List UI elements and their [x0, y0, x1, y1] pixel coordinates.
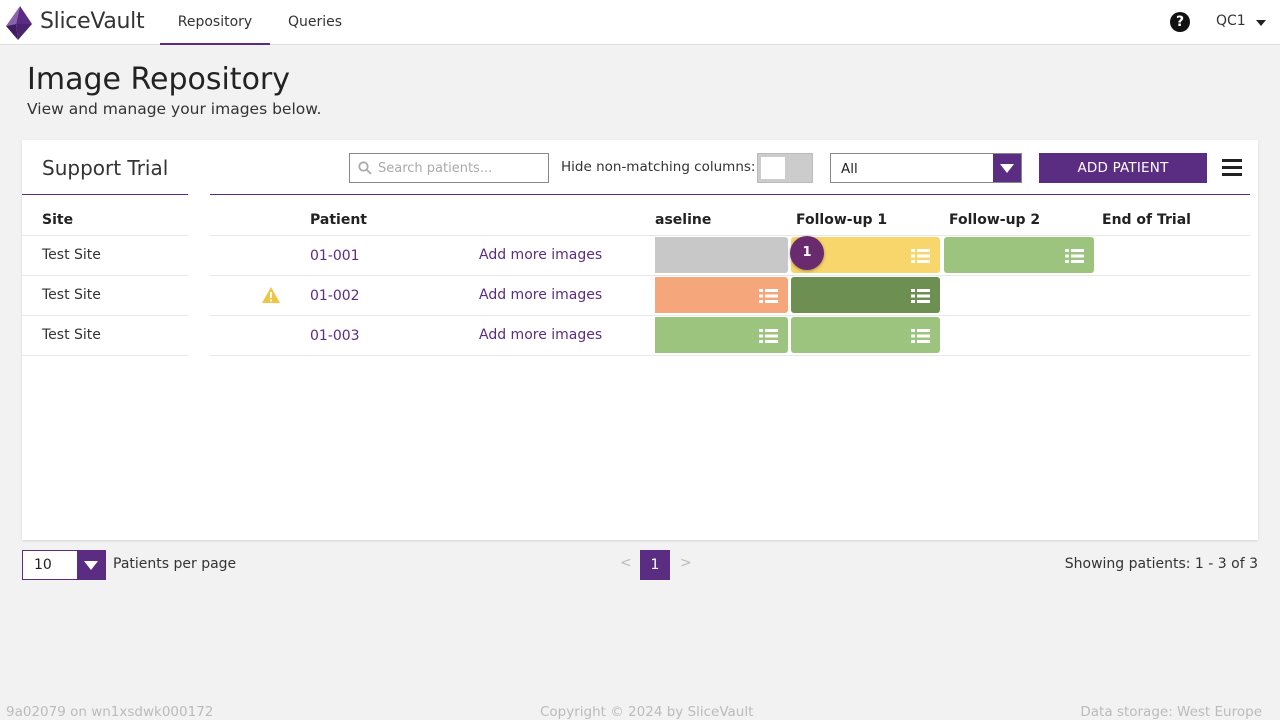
add-more-images-link[interactable]: Add more images — [479, 327, 603, 343]
header-follow-up-1[interactable]: Follow-up 1 — [796, 212, 888, 228]
list-icon[interactable] — [759, 328, 778, 343]
user-menu[interactable]: QC1 — [1216, 13, 1246, 29]
header-patient[interactable]: Patient — [310, 212, 367, 228]
row-divider — [22, 235, 188, 236]
trial-panel: Support Trial Hide non-matching columns:… — [22, 140, 1258, 540]
site-cell: Test Site — [42, 327, 101, 343]
per-page-value: 10 — [34, 557, 52, 573]
tab-queries[interactable]: Queries — [287, 14, 343, 30]
list-icon[interactable] — [759, 288, 778, 303]
toggle-knob[interactable] — [761, 157, 785, 179]
hide-columns-label: Hide non-matching columns: — [561, 159, 756, 175]
per-page-select[interactable]: 10 — [22, 550, 106, 580]
list-icon[interactable] — [1065, 248, 1084, 263]
site-cell: Test Site — [42, 287, 101, 303]
filter-dropdown-button[interactable] — [993, 154, 1021, 182]
list-icon[interactable] — [911, 248, 930, 263]
patient-link[interactable]: 01-003 — [310, 328, 360, 344]
patient-link[interactable]: 01-002 — [310, 288, 360, 304]
row-divider — [210, 315, 1250, 316]
row-divider — [22, 355, 188, 356]
previous-page-button[interactable]: < — [620, 555, 632, 571]
search-icon — [358, 161, 372, 175]
hamburger-menu-icon[interactable] — [1222, 159, 1242, 176]
row-divider — [210, 275, 1250, 276]
hide-columns-toggle[interactable] — [757, 153, 813, 183]
visit-cell-follow-up-2[interactable] — [944, 237, 1094, 273]
page-1-button[interactable]: 1 — [640, 550, 670, 580]
row-divider — [210, 235, 1250, 236]
filter-select[interactable]: All — [830, 153, 1022, 183]
list-icon[interactable] — [911, 328, 930, 343]
row-divider — [210, 355, 1250, 356]
showing-count: Showing patients: 1 - 3 of 3 — [1064, 556, 1258, 572]
build-info: 9a02079 on wn1xsdwk000172 — [6, 704, 214, 720]
warning-icon[interactable] — [261, 286, 281, 304]
visit-cell-baseline[interactable] — [655, 237, 788, 273]
next-page-button[interactable]: > — [680, 555, 692, 571]
filter-value: All — [841, 161, 858, 177]
header-follow-up-2[interactable]: Follow-up 2 — [949, 212, 1041, 228]
search-input[interactable] — [378, 158, 543, 178]
header-baseline[interactable]: aseline — [655, 212, 712, 228]
divider — [22, 194, 188, 195]
per-page-label: Patients per page — [113, 556, 237, 572]
site-cell: Test Site — [42, 247, 101, 263]
patient-link[interactable]: 01-001 — [310, 248, 360, 264]
data-storage-info: Data storage: West Europe — [1080, 704, 1262, 720]
slicevault-logo-icon[interactable] — [4, 4, 34, 42]
header-site[interactable]: Site — [42, 212, 74, 228]
add-more-images-link[interactable]: Add more images — [479, 247, 603, 263]
trial-name: Support Trial — [42, 156, 169, 180]
add-more-images-link[interactable]: Add more images — [479, 287, 603, 303]
visit-cell-baseline[interactable] — [655, 277, 788, 313]
top-navbar: SliceVault Repository Queries ? QC1 — [0, 0, 1280, 45]
page-title: Image Repository — [27, 62, 291, 97]
query-count-badge[interactable]: 1 — [790, 236, 824, 270]
patient-search[interactable] — [349, 153, 549, 183]
visit-cell-baseline[interactable] — [655, 317, 788, 353]
visit-cell-follow-up-1[interactable] — [791, 317, 940, 353]
visit-cell-follow-up-1[interactable] — [791, 277, 940, 313]
triangle-down-icon — [84, 561, 98, 570]
page-subtitle: View and manage your images below. — [27, 100, 322, 118]
brand-name[interactable]: SliceVault — [40, 9, 145, 34]
tab-repository[interactable]: Repository — [160, 0, 270, 45]
user-menu-caret-icon[interactable] — [1256, 20, 1266, 26]
row-divider — [22, 275, 188, 276]
help-icon[interactable]: ? — [1170, 12, 1190, 32]
divider — [210, 194, 1250, 195]
add-patient-button[interactable]: ADD PATIENT — [1039, 153, 1207, 183]
copyright: Copyright © 2024 by SliceVault — [540, 704, 754, 720]
list-icon[interactable] — [911, 288, 930, 303]
visit-grid — [655, 230, 1255, 360]
header-end-of-trial[interactable]: End of Trial — [1102, 212, 1191, 228]
triangle-down-icon — [1000, 164, 1014, 173]
row-divider — [22, 315, 188, 316]
per-page-dropdown-button[interactable] — [77, 551, 105, 579]
